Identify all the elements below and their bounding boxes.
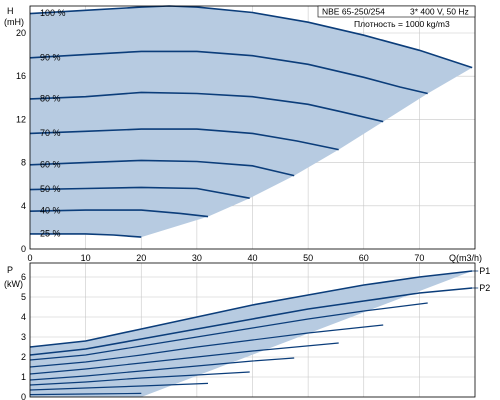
head-y-tick-label: 20 <box>16 28 26 38</box>
head-x-tick-label: 50 <box>303 253 313 263</box>
power-curve-p2 <box>29 287 473 356</box>
power-curve-label: P2 <box>479 283 490 293</box>
head-y-tick-label: 16 <box>16 71 26 81</box>
power-chart <box>29 262 479 398</box>
head-y-tick-label: 8 <box>21 158 26 168</box>
head-curve-1 <box>29 50 428 95</box>
head-curve-label: 60 % <box>40 159 61 169</box>
head-curve-5 <box>29 186 250 199</box>
power-y-tick-label: 1 <box>21 372 26 382</box>
head-curve-label: 80 % <box>40 93 61 103</box>
power-y-tick-label: 6 <box>21 272 26 282</box>
head-x-tick-label: 0 <box>27 253 32 263</box>
power-speed-curve-1 <box>29 324 384 368</box>
head-y-axis-label: H <box>7 6 14 16</box>
head-x-tick-label: 60 <box>359 253 369 263</box>
head-plot-frame <box>29 5 476 250</box>
head-curve-label: 50 % <box>40 184 61 194</box>
head-x-tick-label: 70 <box>414 253 424 263</box>
head-operating-region <box>30 6 473 238</box>
power-y-axis-unit: (kW) <box>4 279 23 289</box>
power-y-tick-label: 0 <box>21 392 26 400</box>
head-y-tick-label: 0 <box>21 244 26 254</box>
power-y-tick-label: 3 <box>21 332 26 342</box>
power-curve-label: P1 <box>479 266 490 276</box>
power-speed-curve-6 <box>29 392 142 396</box>
head-curve-4 <box>29 159 295 177</box>
power-speed-curve-2 <box>29 342 339 375</box>
power-curve-p1 <box>29 270 473 348</box>
head-curve-label: 70 % <box>40 128 61 138</box>
power-speed-curve-5 <box>29 382 209 391</box>
head-x-axis-label: Q(m3/h) <box>449 253 482 263</box>
power-y-axis-label: P <box>7 265 13 275</box>
head-curve-7 <box>30 233 142 238</box>
title-box <box>317 5 476 18</box>
head-x-tick-label: 40 <box>247 253 257 263</box>
head-curve-0 <box>29 5 473 69</box>
power-y-tick-label: 4 <box>21 312 26 322</box>
head-y-tick-label: 4 <box>21 201 26 211</box>
pump-model-title: NBE 65-250/254 <box>322 7 385 17</box>
power-speed-curve-4 <box>29 371 250 386</box>
power-speed-curve-0 <box>29 302 428 361</box>
density-annotation: Плотность = 1000 kg/m3 <box>354 19 450 29</box>
head-x-tick-label: 10 <box>81 253 91 263</box>
head-y-axis-unit: (mH) <box>4 17 24 27</box>
pump-supply-subtitle: 3* 400 V, 50 Hz <box>410 7 469 17</box>
head-curve-label: 100 % <box>40 8 66 18</box>
head-x-tick-label: 20 <box>136 253 146 263</box>
head-y-tick-label: 12 <box>16 114 26 124</box>
power-speed-curve-3 <box>29 357 295 381</box>
head-curve-label: 90 % <box>40 52 61 62</box>
head-curve-label: 25 % <box>40 228 61 238</box>
power-plot-frame <box>29 262 476 398</box>
head-chart <box>29 5 476 250</box>
power-operating-region <box>30 271 473 397</box>
head-curve-label: 40 % <box>40 206 61 216</box>
head-curve-2 <box>29 91 384 123</box>
power-y-tick-label: 2 <box>21 352 26 362</box>
head-curve-3 <box>29 128 339 151</box>
head-x-tick-label: 30 <box>192 253 202 263</box>
power-y-tick-label: 5 <box>21 292 26 302</box>
head-curve-6 <box>29 209 209 218</box>
